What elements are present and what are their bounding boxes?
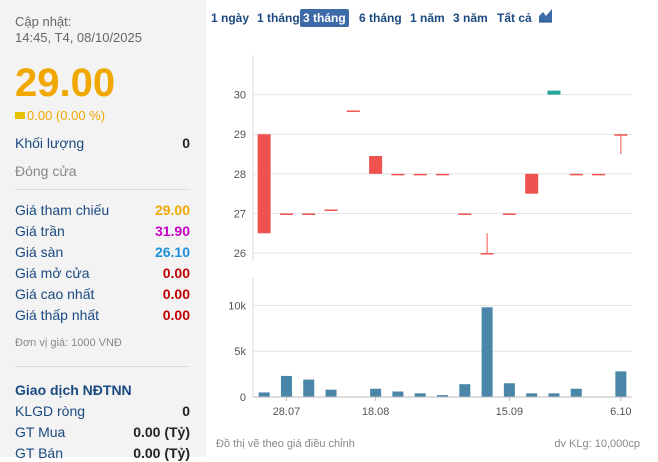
close-label: Đóng cửa [15,163,77,179]
divider [15,189,190,190]
net-volume-value: 0 [182,403,190,419]
adjusted-price-note: Đồ thị vẽ theo giá điều chỉnh [216,438,355,450]
floor-price-value: 26.10 [154,244,190,260]
volume-tick-label: 10k [228,300,246,312]
candle-body [458,213,472,215]
price-tick-label: 30 [234,90,246,102]
price-unit-note: Đơn vị giá: 1000 VNĐ [15,337,122,349]
volume-label: Khối lượng [15,135,85,151]
high-price-label: Giá cao nhất [15,286,95,302]
price-change-value: 0.00 (0.00 %) [27,108,106,123]
ceiling-price-label: Giá trần [15,223,65,239]
floor-price-label: Giá sàn [15,244,64,260]
volume-bar [303,379,315,397]
volume-bar [481,307,493,397]
volume-bar [392,391,404,397]
candle-body [391,173,405,176]
buy-value: 0.00 (Tỷ) [133,424,190,440]
volume-bar [615,371,627,397]
volume-bar [437,395,448,397]
update-time: 14:45, T4, 08/10/2025 [15,30,142,45]
volume-bar [503,383,515,397]
price-y-axis: 26 27 28 29 30 [234,55,254,261]
update-label-block: Cập nhật: 14:45, T4, 08/10/2025 [15,14,142,46]
volume-bar [325,389,337,397]
volume-bar [548,393,560,397]
tab-3-years[interactable]: 3 năm [453,11,488,25]
candle-body [346,110,360,112]
low-price-label: Giá thấp nhất [15,307,100,323]
candle-body [592,173,606,176]
volume-tick-label: 5k [234,346,246,358]
candle-body [413,173,427,176]
tab-3-months[interactable]: 3 tháng [300,9,349,27]
ref-price-value: 29.00 [154,202,190,218]
tab-6-months[interactable]: 6 tháng [359,11,402,25]
volume-bar [370,388,382,397]
candle-body [547,90,561,95]
open-price-label: Giá mở cửa [15,265,90,281]
price-tick-label: 28 [234,169,246,181]
tab-1-month[interactable]: 1 tháng [257,11,300,25]
high-price-value: 0.00 [162,286,190,302]
open-price-value: 0.00 [162,265,190,281]
unchanged-indicator-icon [15,112,25,119]
candles [257,90,628,255]
candle-body [502,213,516,215]
price-tick-label: 29 [234,129,246,141]
price-tick-label: 26 [234,248,246,260]
x-tick-label: 18.08 [362,406,390,418]
divider [15,366,190,367]
candle-body [480,253,494,255]
area-chart-icon[interactable] [538,8,553,23]
candle-body [525,173,539,194]
volume-tick-label: 0 [240,392,246,404]
ceiling-price-value: 31.90 [154,223,190,239]
x-tick-label: 28.07 [273,406,301,418]
volume-bar [258,392,270,397]
candle-body [569,173,583,176]
candle-body [436,173,449,176]
candle-body [302,213,316,215]
candle-body [257,134,271,234]
tab-1-year[interactable]: 1 năm [410,11,445,25]
price-change: 0.00 (0.00 %) [15,108,106,123]
candle-body [614,134,628,136]
x-tick-label: 15.09 [496,406,524,418]
tab-1-day[interactable]: 1 ngày [211,11,250,25]
volume-bar [280,375,292,397]
candle-body [369,156,383,174]
current-price: 29.00 [15,61,116,105]
ref-price-label: Giá tham chiếu [15,202,110,218]
foreign-trade-title-label: Giao dịch NĐTNN [15,382,132,398]
tab-all[interactable]: Tất cả [497,11,532,25]
volume-bar [570,388,582,397]
price-tick-label: 27 [234,208,246,220]
x-axis: 28.07 18.08 15.09 6.10 [253,396,632,418]
candle-body [279,213,293,215]
x-tick-label: 6.10 [610,406,631,418]
buy-value-label: GT Mua [15,424,66,440]
volume-bar [414,393,426,397]
update-label: Cập nhật: [15,14,72,29]
candle-body [324,209,338,211]
net-volume-label: KLGD ròng [15,403,86,419]
volume-unit-note: dv KLg: 10,000cp [554,438,640,450]
volume-value: 0 [182,135,190,151]
low-price-value: 0.00 [162,307,190,323]
volume-bar [459,384,471,397]
volume-bar [526,393,538,397]
volume-bars [258,307,627,397]
quote-sidebar: Cập nhật: 14:45, T4, 08/10/2025 29.00 0.… [0,0,206,461]
